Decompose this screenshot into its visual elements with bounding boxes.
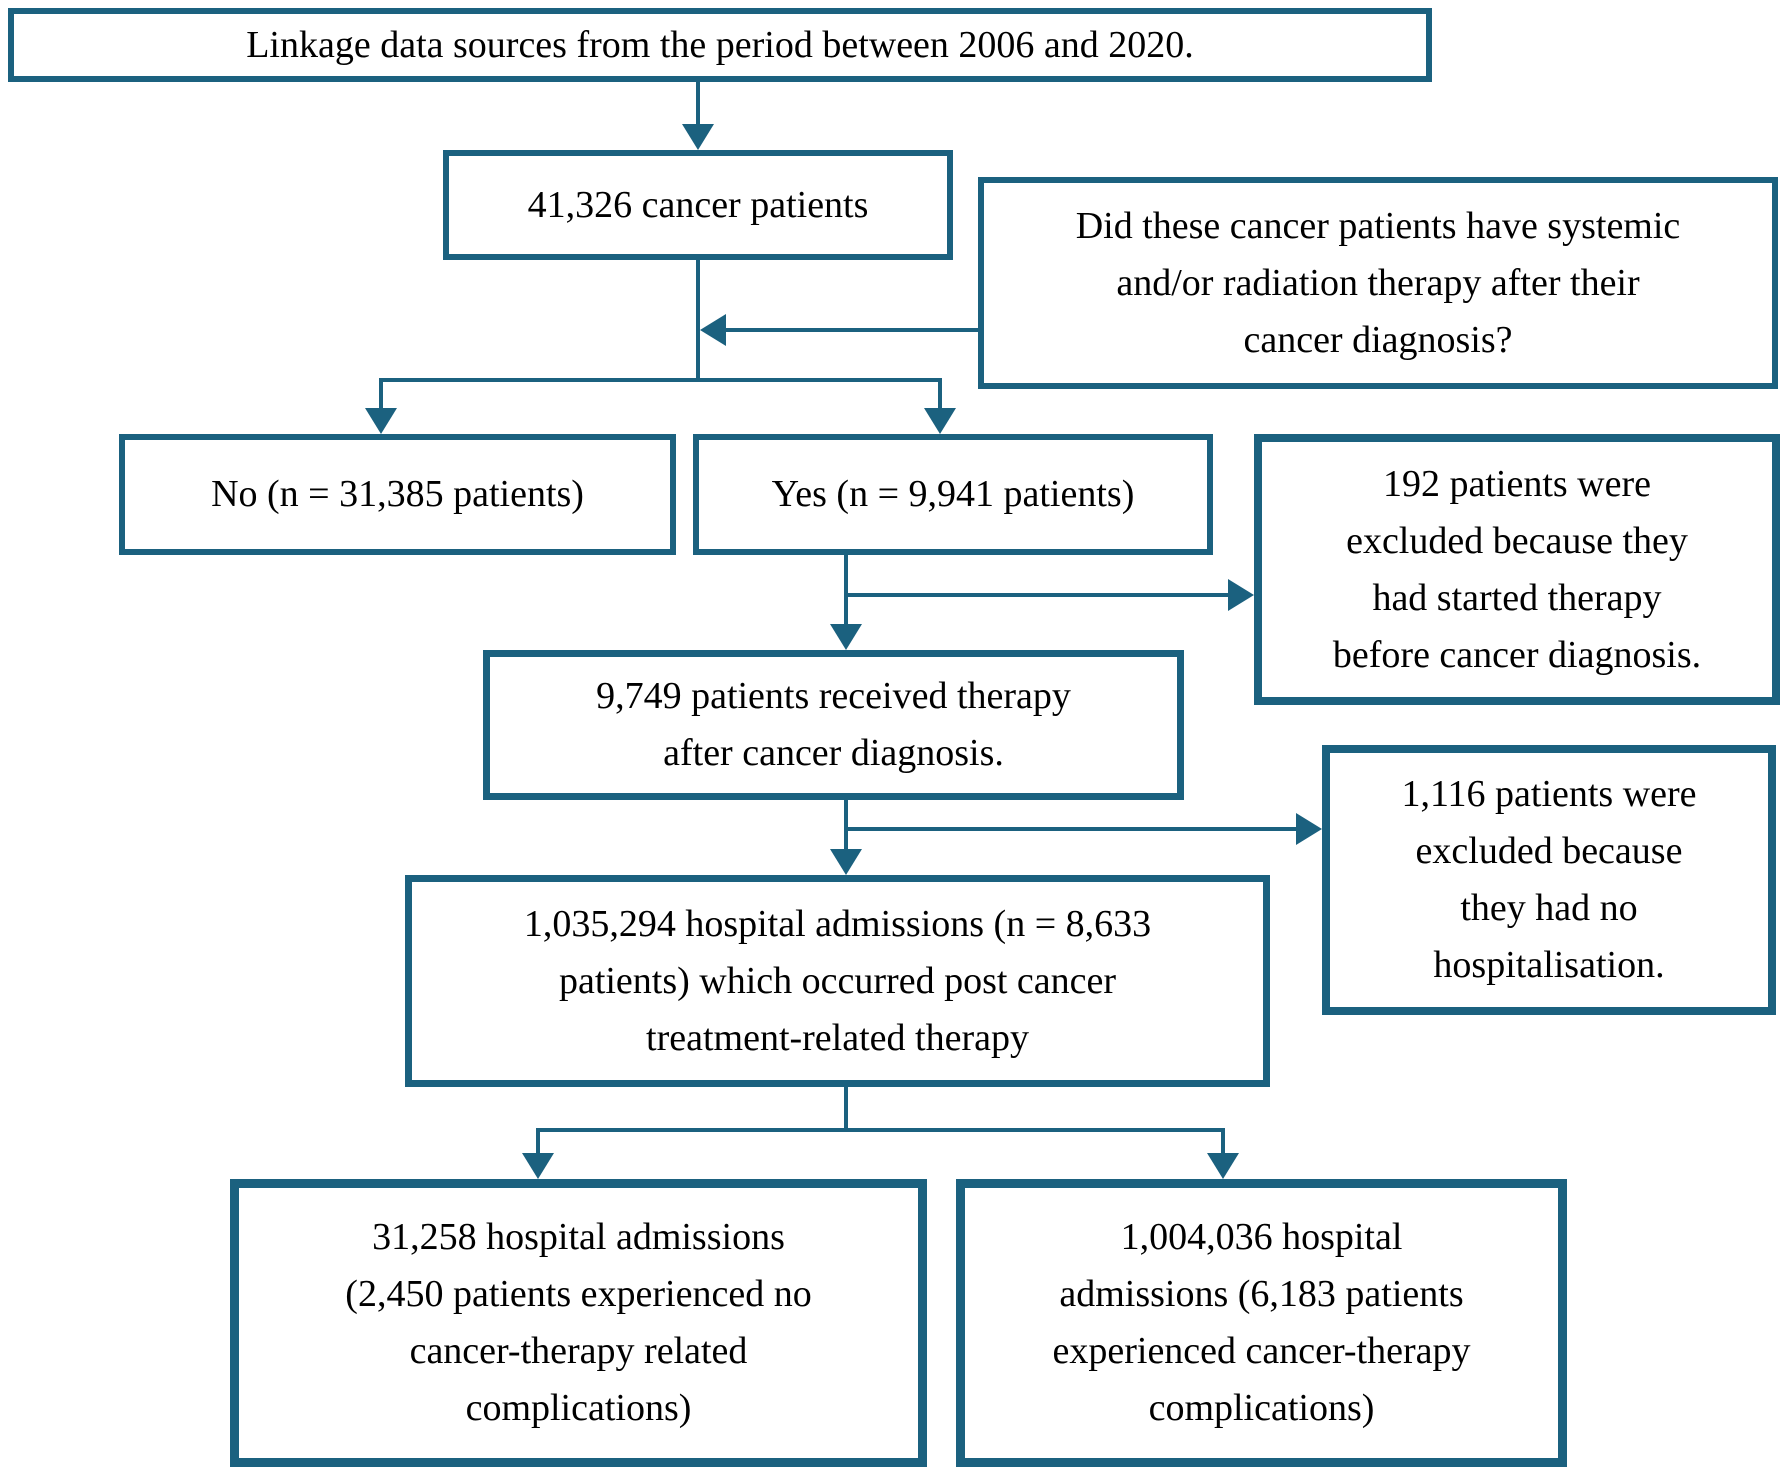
complications-line-1: 1,004,036 hospital [1120, 1216, 1403, 1258]
no-complications-line-1: 31,258 hospital admissions [372, 1216, 785, 1258]
hospital-admissions-line-3: treatment-related therapy [646, 1016, 1029, 1059]
complications-box: 1,004,036 hospital admissions (6,183 pat… [956, 1179, 1567, 1467]
connector-branch-no-yes [379, 378, 942, 382]
excluded-no-hospitalisation-box: 1,116 patients were excluded because the… [1322, 745, 1776, 1015]
cancer-patients-box: 41,326 cancer patients [443, 150, 953, 260]
arrow-down-icon [1207, 1153, 1239, 1179]
connector-drop-no [379, 378, 383, 412]
arrow-down-icon [522, 1153, 554, 1179]
connector-therapy-to-admissions [844, 800, 848, 851]
arrow-left-icon [700, 314, 726, 346]
connector-yes-to-therapy [844, 555, 848, 626]
complications-line-3: experienced cancer-therapy [1052, 1330, 1471, 1372]
yes-branch-box: Yes (n = 9,941 patients) [693, 434, 1213, 555]
excluded-pretherapy-box: 192 patients were excluded because they … [1254, 434, 1780, 705]
complications-line-4: complications) [1148, 1387, 1375, 1429]
excluded-pretherapy-line-3: had started therapy [1372, 576, 1662, 619]
no-complications-box: 31,258 hospital admissions (2,450 patien… [230, 1179, 927, 1467]
no-complications-line-3: cancer-therapy related [409, 1330, 748, 1372]
yes-branch-label: Yes (n = 9,941 patients) [771, 473, 1135, 515]
arrow-down-icon [924, 408, 956, 434]
excluded-pretherapy-line-4: before cancer diagnosis. [1332, 633, 1702, 676]
excluded-pretherapy-line-1: 192 patients were [1382, 462, 1652, 505]
therapy-question-line-3: cancer diagnosis? [1243, 318, 1513, 361]
connector-branch-complications [538, 1128, 1225, 1132]
excluded-no-hospitalisation-line-1: 1,116 patients were [1401, 773, 1697, 815]
excluded-no-hospitalisation-line-4: hospitalisation. [1433, 944, 1665, 986]
therapy-question-box: Did these cancer patients have systemic … [978, 177, 1778, 389]
no-complications-line-2: (2,450 patients experienced no [345, 1273, 812, 1315]
arrow-down-icon [830, 624, 862, 650]
complications-line-2: admissions (6,183 patients [1059, 1273, 1464, 1315]
hospital-admissions-line-2: patients) which occurred post cancer [558, 959, 1117, 1002]
connector-drop-no-complications [536, 1128, 540, 1157]
received-therapy-line-2: after cancer diagnosis. [663, 732, 1004, 774]
arrow-down-icon [830, 849, 862, 875]
connector-drop-yes [938, 378, 942, 412]
no-branch-box: No (n = 31,385 patients) [119, 434, 676, 555]
hospital-admissions-line-1: 1,035,294 hospital admissions (n = 8,633 [523, 902, 1152, 945]
received-therapy-line-1: 9,749 patients received therapy [596, 675, 1071, 717]
cancer-patients-label: 41,326 cancer patients [527, 183, 869, 226]
linkage-data-sources-label: Linkage data sources from the period bet… [246, 23, 1194, 66]
connector-question-to-flow [726, 328, 978, 332]
no-complications-line-4: complications) [465, 1387, 692, 1429]
therapy-question-line-1: Did these cancer patients have systemic [1075, 204, 1681, 247]
excluded-no-hospitalisation-line-2: excluded because [1415, 830, 1683, 872]
connector-to-excluded-pretherapy [846, 593, 1230, 597]
arrow-down-icon [365, 408, 397, 434]
connector-admissions-down [844, 1087, 848, 1132]
excluded-pretherapy-line-2: excluded because they [1346, 519, 1688, 562]
connector-patients-down [696, 260, 700, 382]
connector-source-to-patients [696, 82, 700, 126]
arrow-down-icon [682, 124, 714, 150]
no-branch-label: No (n = 31,385 patients) [211, 473, 584, 515]
received-therapy-box: 9,749 patients received therapy after ca… [483, 650, 1184, 800]
connector-to-excluded-no-hospitalisation [846, 827, 1298, 831]
therapy-question-line-2: and/or radiation therapy after their [1116, 261, 1640, 304]
arrow-right-icon [1296, 813, 1322, 845]
linkage-data-sources-box: Linkage data sources from the period bet… [8, 8, 1432, 82]
connector-drop-complications [1221, 1128, 1225, 1157]
excluded-no-hospitalisation-line-3: they had no [1460, 887, 1638, 929]
hospital-admissions-box: 1,035,294 hospital admissions (n = 8,633… [405, 875, 1270, 1087]
arrow-right-icon [1228, 579, 1254, 611]
